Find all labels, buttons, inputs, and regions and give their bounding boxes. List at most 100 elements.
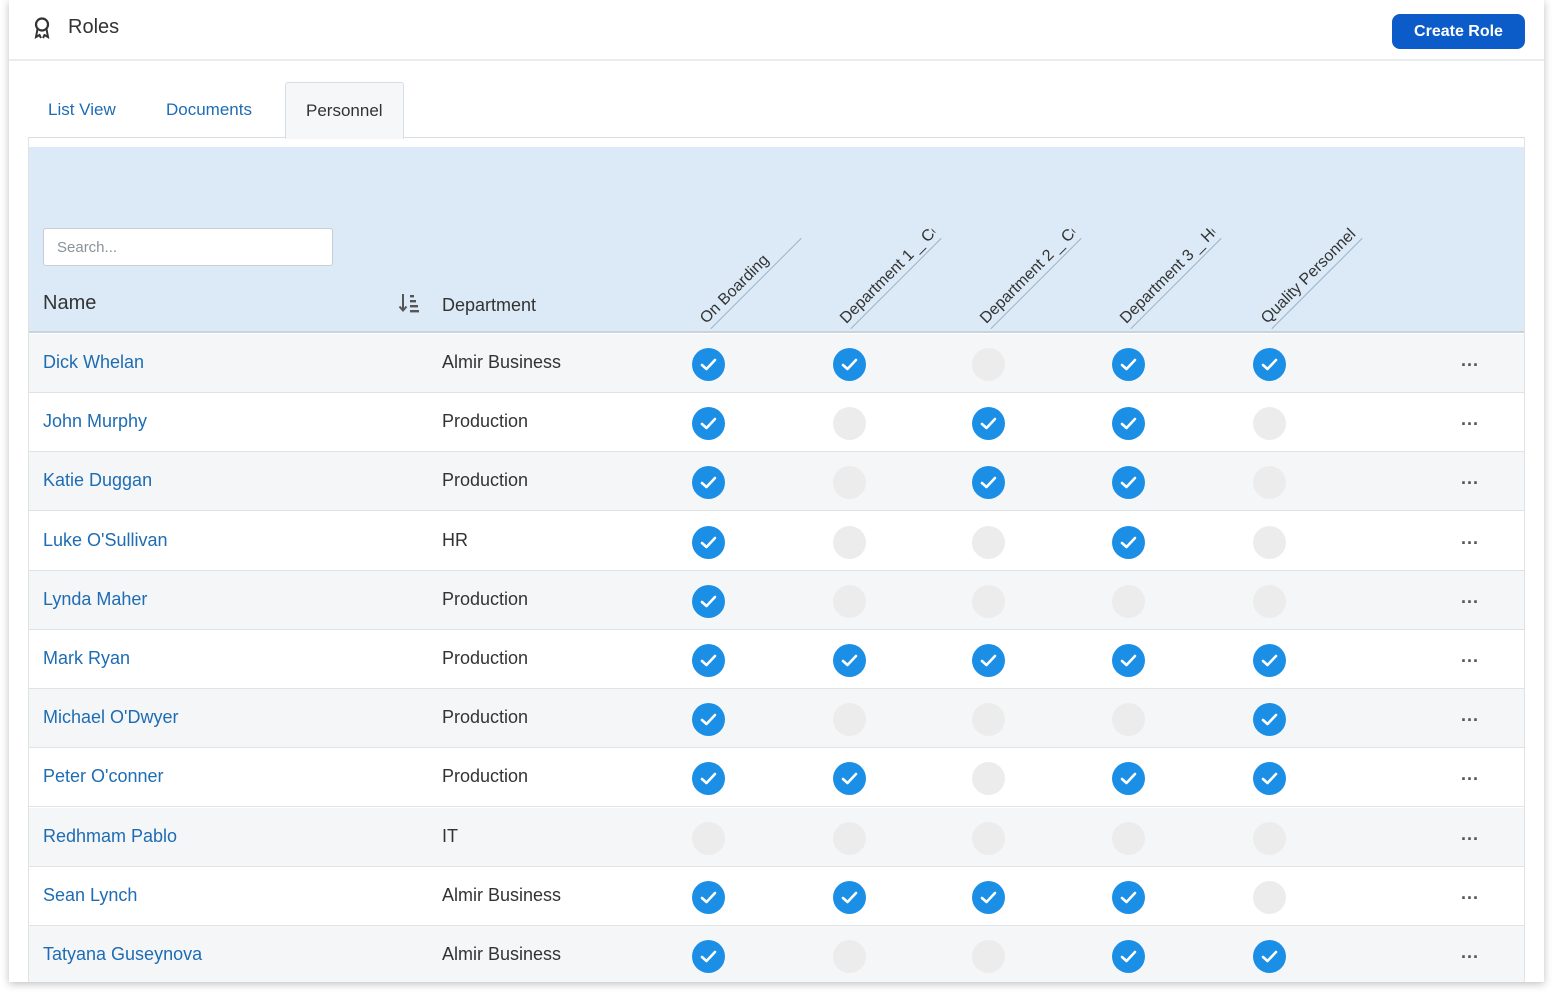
role-assigned-check-icon[interactable]: [1112, 407, 1145, 441]
role-unassigned-toggle[interactable]: [972, 762, 1005, 796]
role-unassigned-toggle[interactable]: [833, 525, 866, 559]
role-assigned-check-icon[interactable]: [1253, 762, 1286, 796]
role-unassigned-toggle[interactable]: [972, 348, 1005, 381]
role-assigned-check-icon[interactable]: [1112, 644, 1145, 677]
role-unassigned-toggle[interactable]: [972, 821, 1005, 855]
role-unassigned-toggle[interactable]: [972, 940, 1005, 973]
person-name-link[interactable]: Lynda Maher: [43, 588, 148, 609]
row-more-options-icon[interactable]: ...: [1461, 646, 1480, 666]
column-header-label: Department 1 _ Cell 1: [837, 224, 942, 330]
app-window: Roles Create Role List View Documents Pe…: [9, 0, 1544, 982]
role-unassigned-toggle[interactable]: [972, 584, 1005, 618]
person-name-link[interactable]: Sean Lynch: [43, 884, 138, 905]
department-cell: Production: [442, 707, 529, 728]
person-name-link[interactable]: Peter O'conner: [43, 766, 164, 787]
person-name-link[interactable]: John Murphy: [43, 411, 148, 432]
row-more-options-icon[interactable]: ...: [1461, 705, 1480, 726]
department-cell: Production: [442, 588, 529, 609]
role-assigned-check-icon[interactable]: [692, 762, 725, 796]
tab-personnel[interactable]: Personnel: [285, 82, 404, 139]
role-unassigned-toggle[interactable]: [1112, 821, 1145, 855]
role-unassigned-toggle[interactable]: [1253, 821, 1286, 855]
role-assigned-check-icon[interactable]: [1253, 348, 1286, 381]
role-assigned-check-icon[interactable]: [1112, 762, 1145, 796]
sort-descending-icon[interactable]: [398, 292, 420, 314]
row-more-options-icon[interactable]: ...: [1461, 350, 1480, 370]
personnel-table: Name Department On Boarding Department 1 …: [28, 137, 1525, 982]
role-assigned-check-icon[interactable]: [1112, 525, 1145, 559]
role-unassigned-toggle[interactable]: [1253, 407, 1286, 441]
role-unassigned-toggle[interactable]: [1112, 584, 1145, 618]
person-name-link[interactable]: Tatyana Guseynova: [43, 944, 203, 964]
row-more-options-icon[interactable]: ...: [1461, 409, 1480, 430]
table-row: Luke O'Sullivan HR...: [29, 511, 1524, 571]
role-assigned-check-icon[interactable]: [692, 880, 725, 914]
role-assigned-check-icon[interactable]: [833, 880, 866, 914]
department-cell: Production: [442, 766, 529, 787]
role-unassigned-toggle[interactable]: [833, 407, 866, 441]
role-unassigned-toggle[interactable]: [692, 821, 725, 855]
role-unassigned-toggle[interactable]: [1253, 584, 1286, 618]
row-more-options-icon[interactable]: ...: [1461, 586, 1480, 607]
role-assigned-check-icon[interactable]: [692, 703, 725, 737]
column-header-department-2-cell: Department 2 _ Cell 2: [977, 224, 1082, 330]
column-header-on-boarding: On Boarding: [697, 224, 802, 330]
row-more-options-icon[interactable]: ...: [1461, 527, 1480, 548]
role-assigned-check-icon[interactable]: [1112, 940, 1145, 973]
role-unassigned-toggle[interactable]: [833, 821, 866, 855]
role-unassigned-toggle[interactable]: [1253, 466, 1286, 500]
table-row: Michael O'Dwyer Production...: [29, 689, 1524, 749]
role-assigned-check-icon[interactable]: [972, 644, 1005, 677]
role-unassigned-toggle[interactable]: [1112, 703, 1145, 737]
page-title: Roles: [68, 16, 120, 38]
row-more-options-icon[interactable]: ...: [1461, 882, 1480, 903]
role-assigned-check-icon[interactable]: [1112, 348, 1145, 381]
row-more-options-icon[interactable]: ...: [1461, 764, 1480, 785]
role-assigned-check-icon[interactable]: [692, 407, 725, 441]
role-unassigned-toggle[interactable]: [833, 703, 866, 737]
person-name-link[interactable]: Mark Ryan: [43, 648, 131, 668]
role-assigned-check-icon[interactable]: [833, 762, 866, 796]
role-assigned-check-icon[interactable]: [692, 348, 725, 381]
role-assigned-check-icon[interactable]: [692, 466, 725, 500]
role-assigned-check-icon[interactable]: [833, 644, 866, 677]
role-assigned-check-icon[interactable]: [972, 466, 1005, 500]
department-cell: HR: [442, 529, 468, 550]
role-unassigned-toggle[interactable]: [1253, 525, 1286, 559]
role-assigned-check-icon[interactable]: [833, 348, 866, 381]
role-assigned-check-icon[interactable]: [972, 407, 1005, 441]
create-role-button[interactable]: Create Role: [1392, 14, 1525, 49]
person-name-link[interactable]: Katie Duggan: [43, 470, 153, 491]
person-name-link[interactable]: Michael O'Dwyer: [43, 707, 179, 728]
row-more-options-icon[interactable]: ...: [1461, 942, 1480, 962]
role-unassigned-toggle[interactable]: [833, 584, 866, 618]
role-unassigned-toggle[interactable]: [1253, 880, 1286, 914]
search-input[interactable]: [43, 228, 333, 266]
role-assigned-check-icon[interactable]: [1253, 644, 1286, 677]
page-header: Roles Create Role: [9, 0, 1544, 61]
row-more-options-icon[interactable]: ...: [1461, 823, 1480, 844]
department-cell: Almir Business: [442, 944, 562, 964]
tab-list-view[interactable]: List View: [48, 100, 116, 119]
role-assigned-check-icon[interactable]: [692, 644, 725, 677]
role-assigned-check-icon[interactable]: [692, 940, 725, 973]
role-assigned-check-icon[interactable]: [1253, 703, 1286, 737]
department-cell: IT: [442, 825, 458, 846]
role-assigned-check-icon[interactable]: [1253, 940, 1286, 973]
role-unassigned-toggle[interactable]: [972, 703, 1005, 737]
role-unassigned-toggle[interactable]: [833, 940, 866, 973]
role-unassigned-toggle[interactable]: [833, 466, 866, 500]
role-assigned-check-icon[interactable]: [972, 880, 1005, 914]
person-name-link[interactable]: Luke O'Sullivan: [43, 529, 168, 550]
person-name-link[interactable]: Redhmam Pablo: [43, 825, 178, 846]
table-row: Tatyana Guseynova Almir Business...: [29, 926, 1524, 982]
column-header-quality-personnel: Quality Personnel: [1258, 224, 1363, 330]
person-name-link[interactable]: Dick Whelan: [43, 352, 145, 372]
role-assigned-check-icon[interactable]: [692, 584, 725, 618]
tab-documents[interactable]: Documents: [166, 100, 252, 119]
role-unassigned-toggle[interactable]: [972, 525, 1005, 559]
role-assigned-check-icon[interactable]: [1112, 466, 1145, 500]
role-assigned-check-icon[interactable]: [1112, 880, 1145, 914]
row-more-options-icon[interactable]: ...: [1461, 468, 1480, 489]
role-assigned-check-icon[interactable]: [692, 525, 725, 559]
